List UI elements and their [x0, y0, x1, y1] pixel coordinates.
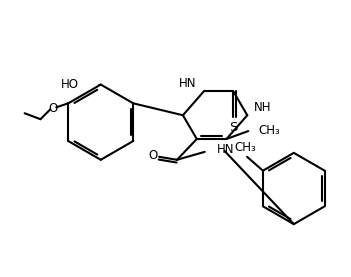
- Text: HN: HN: [179, 77, 197, 90]
- Text: HO: HO: [61, 78, 79, 91]
- Text: O: O: [148, 149, 158, 162]
- Text: O: O: [49, 102, 58, 115]
- Text: S: S: [229, 120, 238, 134]
- Text: CH₃: CH₃: [258, 124, 280, 137]
- Text: HN: HN: [217, 143, 234, 157]
- Text: CH₃: CH₃: [234, 141, 256, 154]
- Text: NH: NH: [254, 101, 272, 114]
